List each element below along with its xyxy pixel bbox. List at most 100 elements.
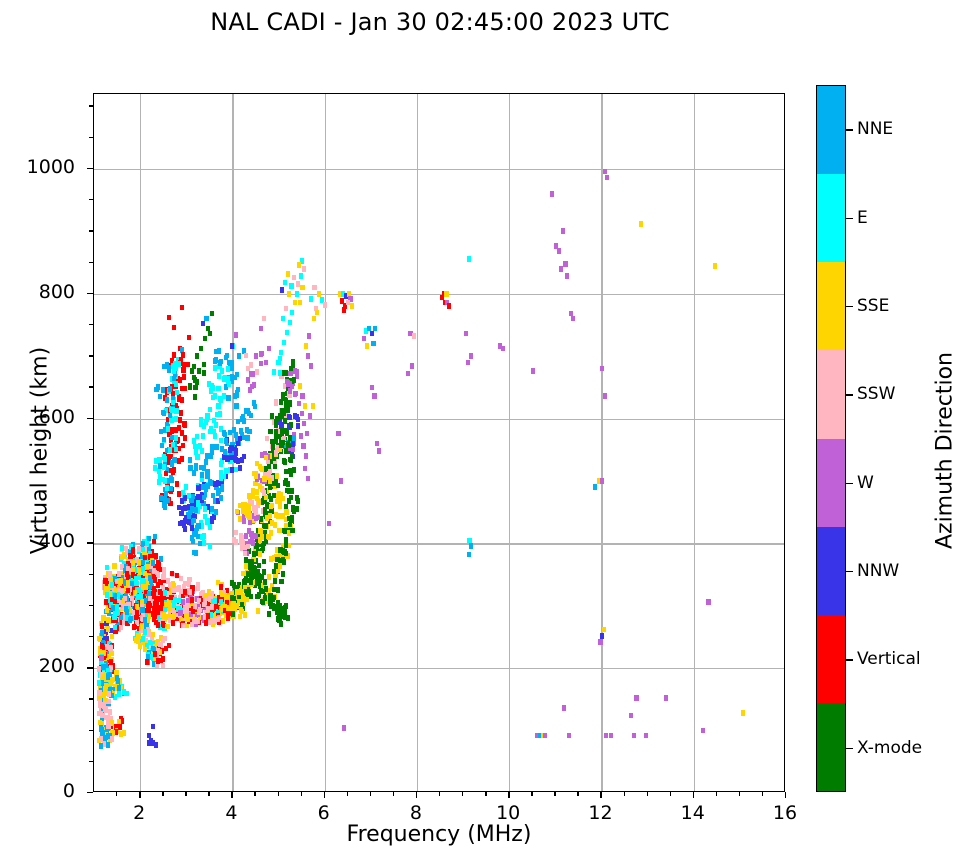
data-point [179, 347, 184, 353]
data-point [145, 642, 150, 649]
data-point [104, 583, 109, 590]
data-point [271, 369, 276, 375]
data-point [299, 410, 304, 417]
data-point [124, 545, 129, 552]
data-point [101, 634, 106, 640]
data-point [118, 614, 123, 621]
data-point [211, 514, 216, 520]
data-point [173, 416, 178, 422]
data-point [377, 448, 382, 454]
data-point [371, 340, 376, 347]
data-point [290, 527, 295, 534]
data-point [160, 662, 165, 669]
data-point [117, 684, 122, 691]
data-point [283, 418, 288, 425]
data-point [281, 436, 286, 443]
data-point [102, 691, 107, 698]
data-point [180, 588, 185, 595]
data-point [114, 681, 120, 688]
data-point [177, 393, 182, 400]
data-point [201, 423, 206, 429]
data-point [167, 585, 172, 592]
data-point [165, 397, 170, 403]
data-point [123, 605, 128, 612]
data-point [99, 623, 104, 629]
data-point [217, 360, 222, 366]
data-point [201, 370, 207, 376]
data-point [188, 589, 193, 595]
data-point [286, 487, 292, 494]
data-point [246, 587, 251, 593]
data-point [600, 365, 605, 372]
data-point [176, 504, 182, 511]
data-point [222, 454, 227, 460]
x-tick-label: 10 [496, 802, 521, 824]
data-point [164, 447, 169, 454]
data-point [247, 559, 252, 565]
data-point [152, 465, 158, 471]
data-point [286, 290, 291, 297]
data-point [280, 287, 285, 293]
x-minor-tick [761, 792, 764, 796]
colorbar [816, 85, 846, 792]
data-point [218, 598, 223, 605]
data-point [598, 639, 603, 645]
y-tick-label: 200 [38, 655, 75, 678]
data-point [466, 551, 471, 558]
data-point [214, 484, 219, 491]
data-point [153, 563, 158, 570]
data-point [288, 471, 293, 477]
data-point [229, 454, 234, 461]
data-point [128, 563, 133, 570]
data-point [128, 553, 133, 560]
data-point [255, 536, 260, 543]
y-minor-tick [89, 105, 93, 107]
data-point [242, 348, 247, 354]
data-point [174, 600, 180, 607]
data-point [238, 502, 243, 509]
data-point [235, 371, 240, 378]
data-point [247, 548, 252, 554]
data-point [281, 395, 286, 402]
data-point [101, 703, 106, 710]
data-point [214, 422, 219, 428]
data-point [465, 359, 470, 366]
data-point [211, 621, 216, 627]
data-point [203, 592, 208, 599]
data-point [628, 712, 634, 719]
data-point [252, 579, 257, 586]
data-point [160, 604, 165, 610]
data-point [152, 651, 158, 657]
data-point [153, 457, 159, 464]
data-point [142, 628, 148, 635]
data-point [207, 589, 212, 595]
data-point [169, 594, 174, 601]
data-point [108, 645, 113, 651]
data-point [295, 416, 300, 423]
data-point [102, 589, 108, 596]
data-point [143, 598, 148, 605]
data-point [200, 320, 205, 327]
data-point [108, 687, 113, 693]
data-point [207, 406, 212, 413]
x-minor-tick [277, 792, 279, 796]
data-point [210, 310, 215, 317]
colorbar-label-ssw: SSW [857, 384, 896, 405]
data-point [301, 443, 306, 449]
data-point [249, 576, 254, 583]
data-point [254, 575, 259, 581]
data-point [250, 573, 255, 580]
data-point [150, 740, 155, 746]
data-point [201, 500, 206, 507]
data-point [143, 588, 148, 594]
data-point [277, 370, 283, 376]
data-point [174, 408, 179, 414]
data-point [227, 605, 232, 611]
data-point [147, 613, 152, 619]
data-point [287, 381, 292, 387]
data-point [222, 376, 227, 382]
data-point [162, 436, 167, 443]
data-point [168, 500, 173, 507]
data-point [167, 447, 172, 453]
data-point [243, 352, 248, 359]
